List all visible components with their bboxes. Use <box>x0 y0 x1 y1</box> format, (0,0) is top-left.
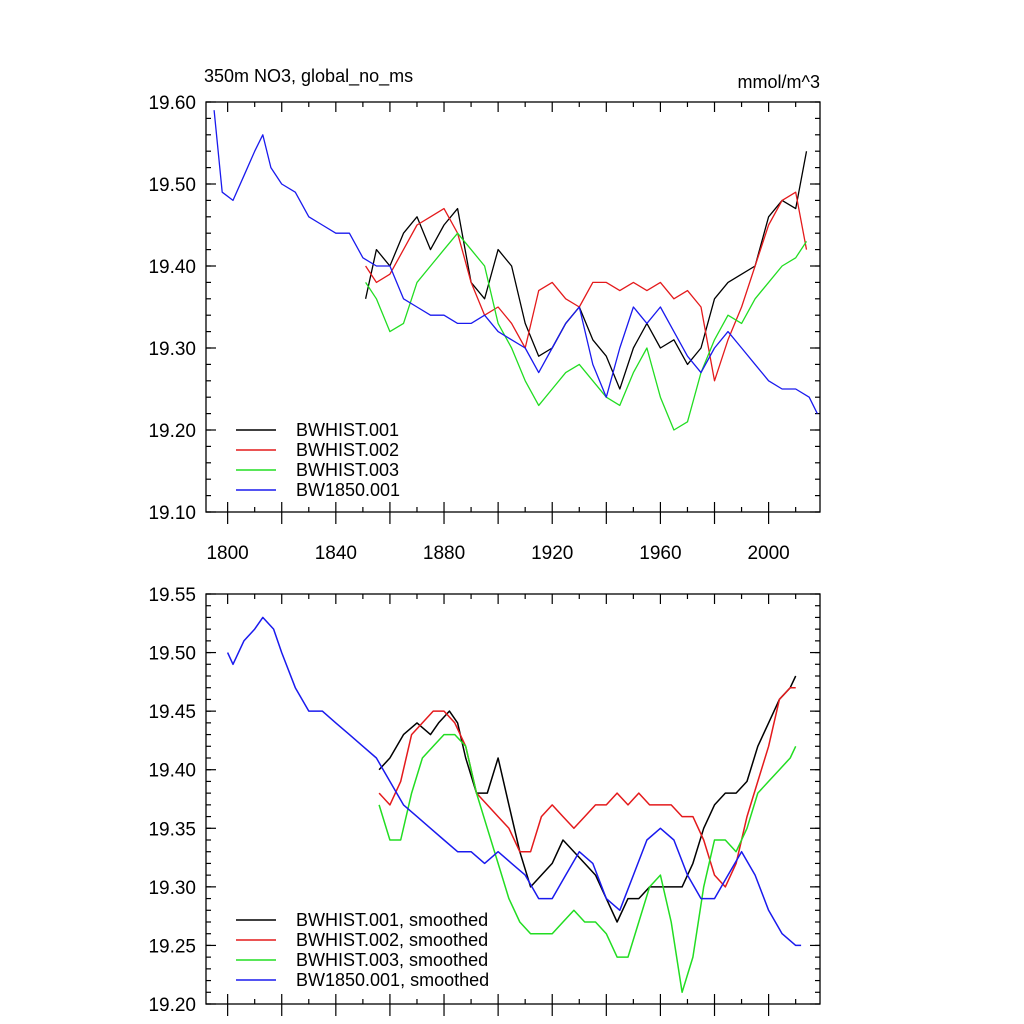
bottom-series-group <box>226 616 802 994</box>
chart-units: mmol/m^3 <box>738 72 820 92</box>
series-line-4 <box>213 110 818 414</box>
legend-label: BW1850.001, smoothed <box>296 970 489 990</box>
x-tick-label: 2000 <box>747 543 789 564</box>
x-tick-label: 1920 <box>531 543 573 564</box>
series-line-2 <box>378 686 796 888</box>
y-tick-label: 19.60 <box>148 93 196 114</box>
x-tick-label: 1800 <box>206 543 248 564</box>
y-tick-label: 19.55 <box>148 585 196 606</box>
y-tick-label: 19.20 <box>148 421 196 442</box>
y-tick-label: 19.40 <box>148 257 196 278</box>
series-line-3 <box>378 733 797 994</box>
bottom-y-tick-labels: 19.20 19.25 19.30 19.35 19.40 19.45 19.50 19.55 <box>148 585 196 1016</box>
top-x-tick-labels: 1800 1840 1880 1920 1960 2000 <box>206 543 789 564</box>
x-tick-label: 1960 <box>639 543 681 564</box>
y-tick-label: 19.25 <box>148 936 196 957</box>
legend-label: BWHIST.003 <box>296 460 399 480</box>
series-line-4 <box>226 616 802 947</box>
top-series-group <box>213 110 818 431</box>
x-tick-label: 1840 <box>315 543 357 564</box>
y-tick-label: 19.40 <box>148 761 196 782</box>
y-tick-label: 19.45 <box>148 702 196 723</box>
y-tick-label: 19.20 <box>148 995 196 1016</box>
series-line-1 <box>364 151 808 390</box>
chart-title: 350m NO3, global_no_ms <box>204 66 413 87</box>
y-tick-label: 19.35 <box>148 819 196 840</box>
y-tick-label: 19.30 <box>148 339 196 360</box>
bottom-plot-frame <box>205 593 821 1005</box>
legend-label: BWHIST.003, smoothed <box>296 950 488 970</box>
top-y-tick-labels: 19.10 19.20 19.30 19.40 19.50 19.60 <box>148 93 196 524</box>
legend-label: BWHIST.001 <box>296 420 399 440</box>
y-tick-label: 19.50 <box>148 644 196 665</box>
x-tick-label: 1880 <box>423 543 465 564</box>
bottom-panel: 19.20 19.25 19.30 19.35 19.40 19.45 19.50 19.55… <box>148 585 821 1016</box>
legend-label: BWHIST.002 <box>296 440 399 460</box>
y-tick-label: 19.50 <box>148 175 196 196</box>
legend-label: BWHIST.002, smoothed <box>296 930 488 950</box>
legend-label: BW1850.001 <box>296 480 400 500</box>
top-plot-frame <box>205 101 821 513</box>
top-panel: 350m NO3, global_no_ms mmol/m^3 19.1019.… <box>148 66 821 564</box>
legend-label: BWHIST.001, smoothed <box>296 910 488 930</box>
bottom-axis-ticks <box>206 593 820 1016</box>
series-line-2 <box>365 191 808 382</box>
series-line-3 <box>365 232 808 431</box>
y-tick-label: 19.30 <box>148 878 196 899</box>
series-line-1 <box>378 675 797 923</box>
y-tick-label: 19.10 <box>148 503 196 524</box>
